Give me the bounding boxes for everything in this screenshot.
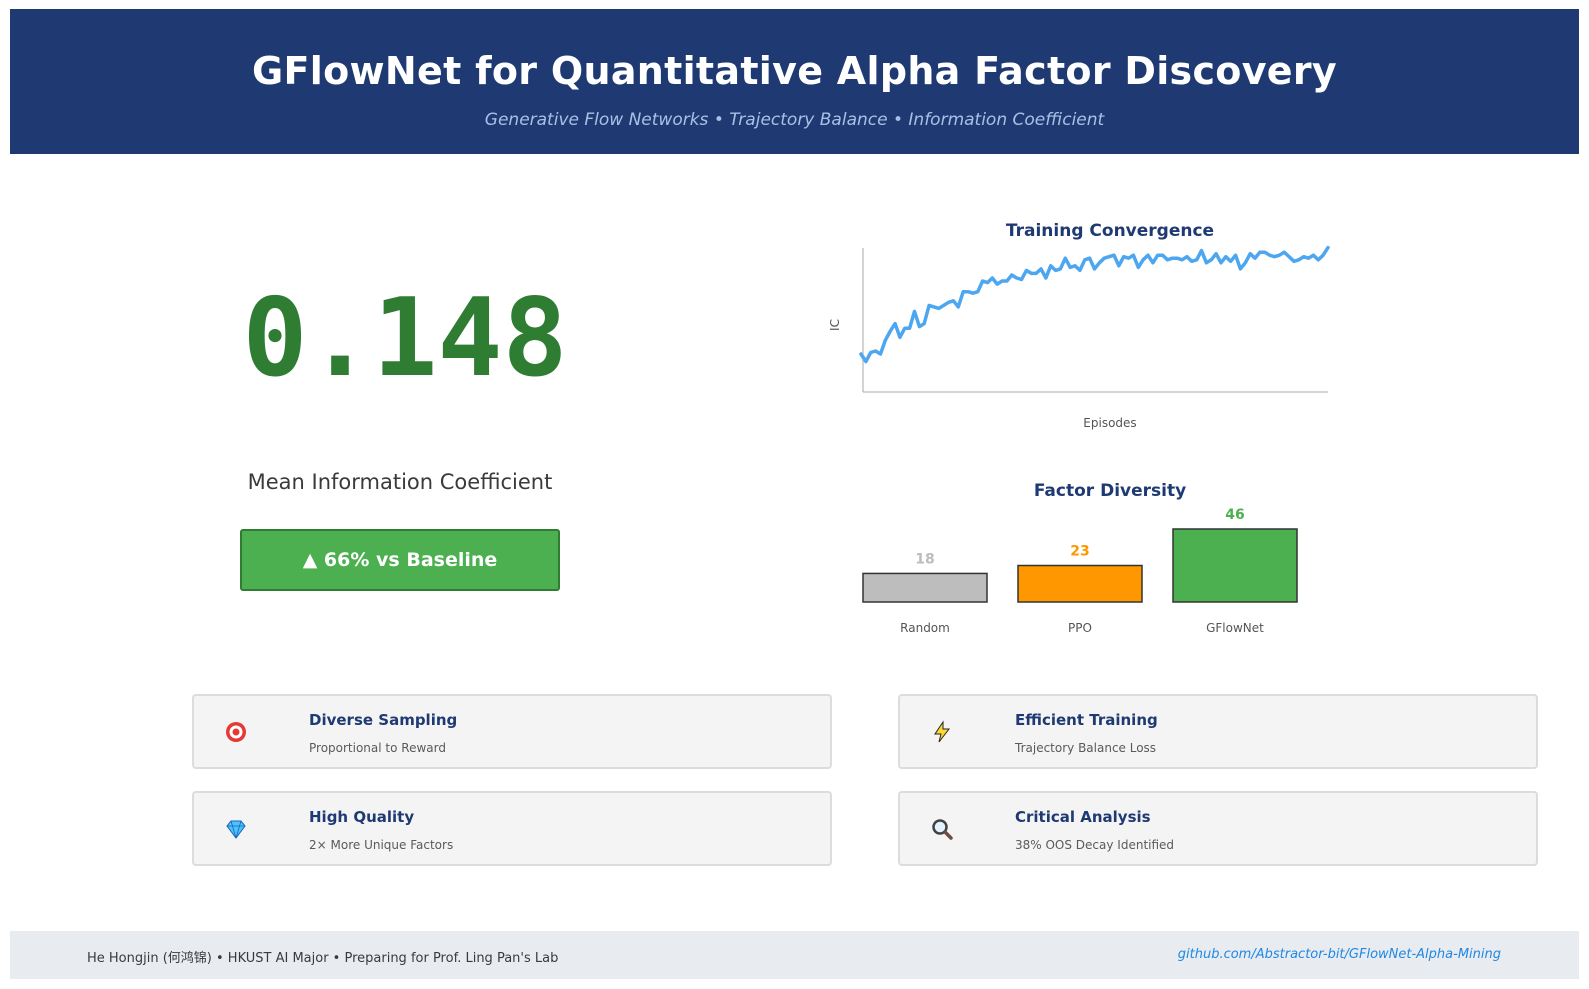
line-chart-xlabel: Episodes bbox=[1083, 416, 1137, 430]
card-title: High Quality bbox=[309, 808, 415, 826]
bar-ppo bbox=[1017, 564, 1143, 603]
card-description: Trajectory Balance Loss bbox=[1015, 741, 1157, 755]
card-description: Proportional to Reward bbox=[309, 741, 446, 755]
lightning-icon bbox=[930, 720, 954, 744]
card-high-quality: High Quality 2× More Unique Factors bbox=[192, 791, 832, 866]
card-title: Critical Analysis bbox=[1015, 808, 1151, 826]
bar-chart-title: Factor Diversity bbox=[1033, 481, 1187, 501]
card-diverse-sampling: Diverse Sampling Proportional to Reward bbox=[192, 694, 832, 769]
bar-value-label: 23 bbox=[1070, 544, 1089, 560]
card-critical-analysis: Critical Analysis 38% OOS Decay Identifi… bbox=[898, 791, 1538, 866]
magnifier-icon bbox=[930, 817, 954, 841]
mean-ic-label: Mean Information Coefficient bbox=[247, 470, 553, 494]
bar-value-label: 46 bbox=[1225, 507, 1244, 523]
diamond-icon bbox=[224, 817, 248, 841]
github-link[interactable]: github.com/Abstractor-bit/GFlowNet-Alpha… bbox=[1177, 947, 1501, 962]
bar-random bbox=[862, 572, 988, 603]
card-efficient-training: Efficient Training Trajectory Balance Lo… bbox=[898, 694, 1538, 769]
page-title: GFlowNet for Quantitative Alpha Factor D… bbox=[252, 49, 1337, 93]
bar-value-label: 18 bbox=[915, 551, 934, 567]
footer: He Hongjin (何鸿锦) • HKUST AI Major • Prep… bbox=[10, 931, 1579, 979]
bar-category-label: GFlowNet bbox=[1206, 621, 1264, 635]
bar-category-label: Random bbox=[900, 621, 950, 635]
author-credit: He Hongjin (何鸿锦) • HKUST AI Major • Prep… bbox=[87, 951, 559, 966]
factor-diversity-chart: 18 Random 23 PPO 46 GFlowNet bbox=[862, 507, 1298, 635]
line-chart-ylabel: IC bbox=[827, 319, 842, 331]
page-subtitle: Generative Flow Networks • Trajectory Ba… bbox=[484, 110, 1105, 130]
card-description: 38% OOS Decay Identified bbox=[1015, 838, 1175, 852]
mean-ic-value: 0.148 bbox=[242, 276, 568, 401]
bar-category-label: PPO bbox=[1068, 621, 1092, 635]
card-title: Efficient Training bbox=[1015, 711, 1158, 729]
baseline-improvement-badge: ▲ 66% vs Baseline bbox=[240, 529, 560, 591]
card-title: Diverse Sampling bbox=[309, 711, 458, 729]
bar-gflownet bbox=[1172, 528, 1298, 603]
card-description: 2× More Unique Factors bbox=[309, 838, 454, 852]
training-convergence-chart bbox=[859, 245, 1330, 393]
header-banner: GFlowNet for Quantitative Alpha Factor D… bbox=[10, 9, 1579, 154]
line-chart-title: Training Convergence bbox=[1005, 221, 1215, 241]
ic-series-line bbox=[859, 245, 1330, 364]
target-icon bbox=[224, 720, 248, 744]
